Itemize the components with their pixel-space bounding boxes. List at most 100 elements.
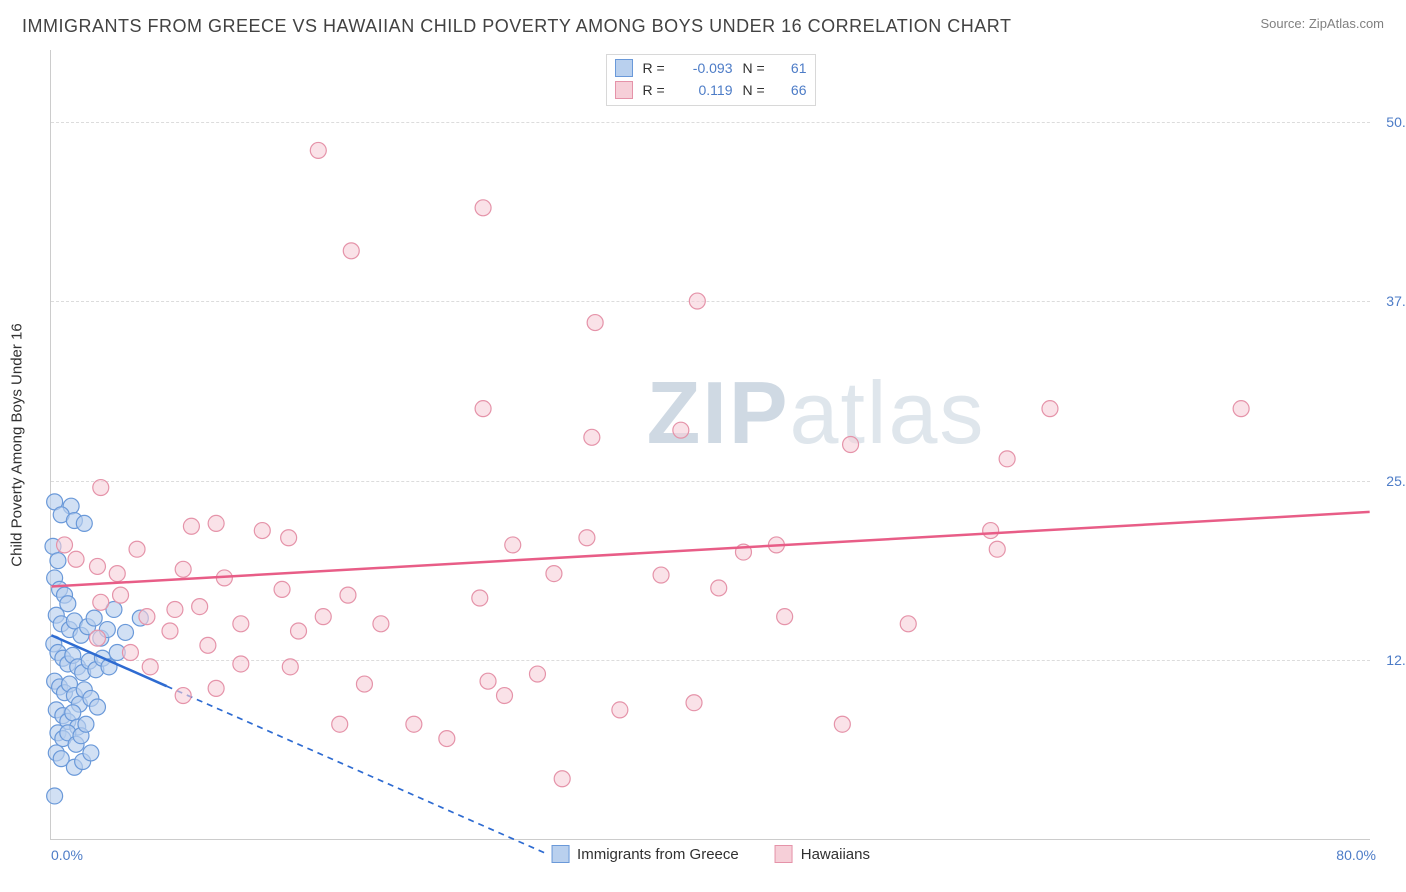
data-point-hawaiians — [113, 587, 129, 603]
data-point-hawaiians — [282, 659, 298, 675]
data-point-greece — [118, 624, 134, 640]
legend-r-label: R = — [643, 79, 669, 101]
data-point-hawaiians — [208, 515, 224, 531]
data-point-hawaiians — [689, 293, 705, 309]
data-point-hawaiians — [192, 599, 208, 615]
data-point-hawaiians — [332, 716, 348, 732]
data-point-hawaiians — [587, 315, 603, 331]
data-point-hawaiians — [208, 680, 224, 696]
data-point-hawaiians — [999, 451, 1015, 467]
y-tick-label: 50.0% — [1386, 114, 1406, 130]
data-point-hawaiians — [505, 537, 521, 553]
trend-line-hawaiians — [51, 512, 1369, 587]
legend-r-label: R = — [643, 57, 669, 79]
x-axis-min-label: 0.0% — [51, 847, 83, 863]
data-point-hawaiians — [843, 437, 859, 453]
trend-line-greece-dash — [167, 686, 546, 853]
data-point-hawaiians — [129, 541, 145, 557]
legend-row-greece: R = -0.093 N = 61 — [615, 57, 807, 79]
legend-n-greece: 61 — [779, 57, 807, 79]
legend-swatch-hawaiians-bottom — [775, 845, 793, 863]
data-point-hawaiians — [673, 422, 689, 438]
data-point-hawaiians — [777, 609, 793, 625]
data-point-hawaiians — [497, 688, 513, 704]
data-point-hawaiians — [439, 731, 455, 747]
data-point-hawaiians — [142, 659, 158, 675]
data-point-greece — [65, 705, 81, 721]
legend-item-hawaiians: Hawaiians — [775, 845, 870, 863]
data-point-hawaiians — [472, 590, 488, 606]
data-point-hawaiians — [254, 523, 270, 539]
legend-n-label: N = — [743, 57, 769, 79]
chart-plot-area: ZIPatlas Child Poverty Among Boys Under … — [50, 50, 1370, 840]
data-point-greece — [89, 699, 105, 715]
data-point-hawaiians — [1042, 401, 1058, 417]
legend-swatch-greece-bottom — [551, 845, 569, 863]
data-point-hawaiians — [686, 695, 702, 711]
data-point-hawaiians — [281, 530, 297, 546]
legend-n-label: N = — [743, 79, 769, 101]
data-point-hawaiians — [315, 609, 331, 625]
data-point-hawaiians — [122, 645, 138, 661]
data-point-hawaiians — [57, 537, 73, 553]
legend-n-hawaiians: 66 — [779, 79, 807, 101]
scatter-chart — [51, 50, 1370, 839]
data-point-hawaiians — [291, 623, 307, 639]
y-axis-title: Child Poverty Among Boys Under 16 — [9, 323, 26, 566]
data-point-hawaiians — [612, 702, 628, 718]
data-point-hawaiians — [89, 558, 105, 574]
data-point-hawaiians — [175, 688, 191, 704]
data-point-hawaiians — [711, 580, 727, 596]
x-axis-max-label: 80.0% — [1336, 847, 1376, 863]
y-tick-label: 25.0% — [1386, 473, 1406, 489]
data-point-hawaiians — [475, 200, 491, 216]
data-point-hawaiians — [162, 623, 178, 639]
data-point-greece — [50, 553, 66, 569]
data-point-hawaiians — [475, 401, 491, 417]
data-point-hawaiians — [274, 581, 290, 597]
data-point-hawaiians — [310, 142, 326, 158]
data-point-greece — [47, 788, 63, 804]
data-point-hawaiians — [167, 601, 183, 617]
data-point-hawaiians — [834, 716, 850, 732]
data-point-hawaiians — [68, 551, 84, 567]
data-point-hawaiians — [233, 616, 249, 632]
data-point-hawaiians — [139, 609, 155, 625]
source-attribution: Source: ZipAtlas.com — [1260, 16, 1384, 31]
data-point-hawaiians — [183, 518, 199, 534]
data-point-hawaiians — [343, 243, 359, 259]
y-tick-label: 12.5% — [1386, 652, 1406, 668]
data-point-hawaiians — [480, 673, 496, 689]
y-tick-label: 37.5% — [1386, 293, 1406, 309]
data-point-hawaiians — [584, 429, 600, 445]
data-point-hawaiians — [233, 656, 249, 672]
data-point-hawaiians — [989, 541, 1005, 557]
data-point-hawaiians — [579, 530, 595, 546]
data-point-hawaiians — [1233, 401, 1249, 417]
data-point-greece — [83, 745, 99, 761]
legend-label-greece: Immigrants from Greece — [577, 846, 739, 863]
chart-title: IMMIGRANTS FROM GREECE VS HAWAIIAN CHILD… — [22, 16, 1011, 37]
data-point-hawaiians — [546, 566, 562, 582]
data-point-hawaiians — [93, 594, 109, 610]
legend-swatch-hawaiians — [615, 81, 633, 99]
data-point-hawaiians — [900, 616, 916, 632]
data-point-hawaiians — [175, 561, 191, 577]
data-point-hawaiians — [653, 567, 669, 583]
legend-r-hawaiians: 0.119 — [679, 79, 733, 101]
legend-swatch-greece — [615, 59, 633, 77]
data-point-hawaiians — [356, 676, 372, 692]
data-point-hawaiians — [200, 637, 216, 653]
data-point-hawaiians — [89, 630, 105, 646]
data-point-hawaiians — [109, 566, 125, 582]
data-point-greece — [78, 716, 94, 732]
data-point-hawaiians — [983, 523, 999, 539]
legend-r-greece: -0.093 — [679, 57, 733, 79]
data-point-greece — [76, 515, 92, 531]
data-point-hawaiians — [554, 771, 570, 787]
data-point-hawaiians — [529, 666, 545, 682]
data-point-hawaiians — [93, 480, 109, 496]
series-legend: Immigrants from Greece Hawaiians — [551, 845, 870, 863]
data-point-hawaiians — [406, 716, 422, 732]
data-point-greece — [86, 610, 102, 626]
